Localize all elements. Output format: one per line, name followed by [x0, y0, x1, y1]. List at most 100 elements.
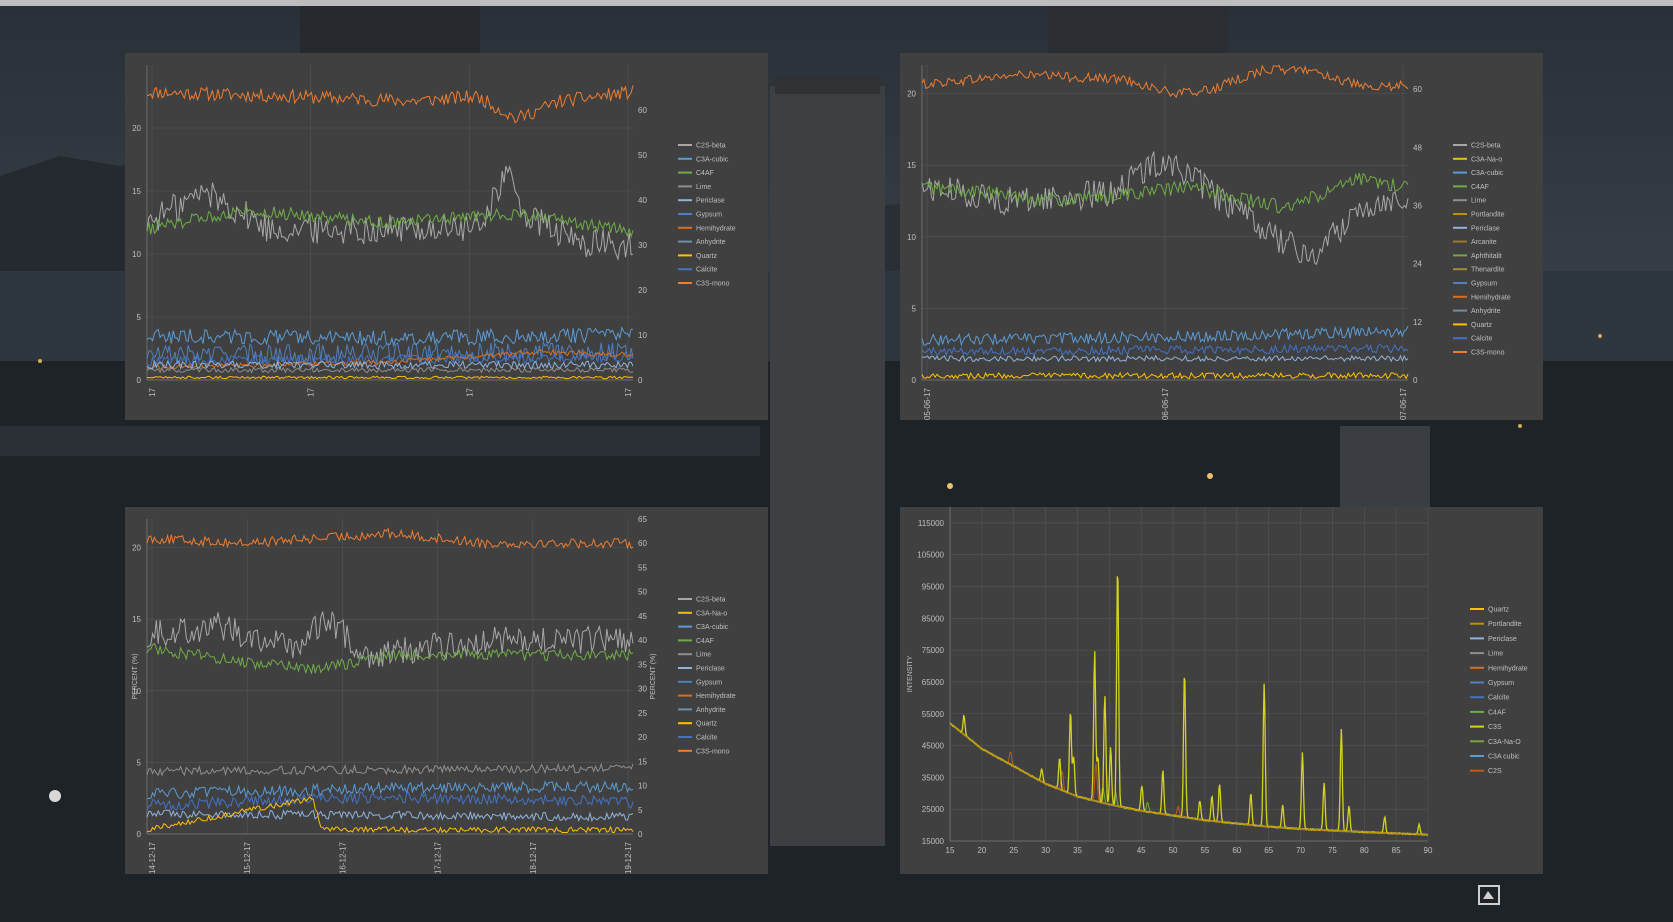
legend-label: Hemihydrate — [1471, 294, 1511, 301]
legend-label: Quartz — [1488, 607, 1510, 614]
series-line-calcite — [146, 790, 634, 811]
x-tick-label: 30 — [1041, 846, 1050, 855]
legend-label: Periclase — [696, 198, 725, 205]
x-tick-label: 80 — [1360, 846, 1369, 855]
series-line-periclase — [146, 809, 634, 823]
x-tick-label: 60 — [1232, 846, 1241, 855]
x-tick-label: 17 — [307, 387, 316, 396]
series-line-periclase — [146, 359, 634, 371]
y-tick-label: 0 — [137, 376, 142, 385]
legend-label: C2S-beta — [696, 597, 726, 604]
y2-tick-label: 35 — [638, 660, 647, 669]
y2-tick-label: 30 — [638, 685, 647, 694]
x-tick-label: 50 — [1169, 846, 1178, 855]
legend-label: Gypsum — [696, 679, 722, 686]
legend-label: Quartz — [1471, 322, 1493, 329]
y2-tick-label: 65 — [638, 515, 647, 524]
phase-trend-chart-3-svg: 0 5 10 15 20 0 5 10 15 20 25 30 35 40 45 50 55 60 65 14-12-… — [132, 515, 736, 874]
y2-tick-label: 0 — [638, 376, 643, 385]
y-tick-label: 95000 — [922, 583, 945, 592]
y-tick-label: 15 — [132, 615, 141, 624]
y2-tick-label: 40 — [638, 196, 647, 205]
legend-label: C3A-Na-o — [1471, 156, 1502, 163]
y-tick-label: 0 — [137, 830, 142, 839]
x-tick-label: 85 — [1392, 846, 1401, 855]
series-line-c3a-cubic — [921, 325, 1409, 347]
legend-label: Calcite — [696, 735, 718, 742]
series-line-c3s-mono — [146, 85, 634, 124]
series-line-periclase — [921, 354, 1409, 363]
legend-label: Gypsum — [1488, 680, 1514, 687]
x-tick-label: 16-12-17 — [338, 841, 347, 874]
y-tick-label: 5 — [137, 758, 142, 767]
y-tick-label: 15 — [132, 187, 141, 196]
series-line-c3s-mono — [921, 64, 1409, 99]
y2-tick-label: 25 — [638, 709, 647, 718]
legend-label: C3A-cubic — [696, 624, 729, 631]
legend-label: Hemihydrate — [696, 693, 736, 700]
y-tick-label: 20 — [132, 544, 141, 553]
legend-label: Gypsum — [1471, 281, 1497, 288]
y-tick-label: 65000 — [922, 678, 945, 687]
y-tick-label: 85000 — [922, 614, 945, 623]
y2-tick-label: 50 — [638, 151, 647, 160]
x-tick-label: 35 — [1073, 846, 1082, 855]
x-tick-label: 45 — [1137, 846, 1146, 855]
legend-label: Portlandite — [1488, 621, 1522, 628]
legend-label: Anhydrite — [1471, 308, 1501, 315]
x-tick-label: 65 — [1264, 846, 1273, 855]
series-line-c2s-beta — [921, 151, 1409, 266]
series-line-c2s-beta — [146, 611, 634, 668]
legend-label: C3A cubic — [1488, 754, 1520, 761]
legend-label: C4AF — [696, 638, 714, 645]
series-line-quartz — [146, 375, 634, 380]
x-tick-label: 90 — [1424, 846, 1433, 855]
x-tick-label: 14-12-17 — [148, 841, 157, 874]
x-tick-label: 40 — [1105, 846, 1114, 855]
y2-tick-label: 36 — [1413, 202, 1422, 211]
x-tick-label: 18-12-17 — [529, 841, 538, 874]
legend-label: Periclase — [696, 666, 725, 673]
y-tick-label: 10 — [907, 233, 916, 242]
chart-grid — [949, 507, 1429, 842]
series-line-c3s — [949, 576, 1429, 836]
corner-logo-icon — [1478, 885, 1500, 905]
y-tick-label: 45000 — [922, 742, 945, 751]
series-line-quartz — [146, 796, 634, 834]
series-line-c3a-cubic — [146, 326, 634, 348]
y-tick-label: 15000 — [922, 837, 945, 846]
legend-label: Aphthitalit — [1471, 253, 1502, 260]
legend-label: Lime — [1488, 651, 1503, 658]
series-line-hemihydrate — [146, 349, 634, 370]
y-axis-label: INTENSITY — [907, 655, 914, 692]
y-tick-label: 35000 — [922, 773, 945, 782]
y2-tick-label: 30 — [638, 241, 647, 250]
y2-axis-label: PERCENT (%) — [650, 653, 657, 699]
x-tick-label: 06-06-17 — [1161, 387, 1170, 420]
x-tick-label: 17 — [465, 387, 474, 396]
legend-label: Periclase — [1471, 225, 1500, 232]
legend-label: C3S-mono — [696, 281, 730, 288]
y-tick-label: 10 — [132, 687, 141, 696]
y-tick-label: 115000 — [918, 519, 945, 528]
legend-label: C3A-cubic — [1471, 170, 1504, 177]
y-tick-label: 5 — [137, 313, 142, 322]
window-top-bar — [0, 0, 1673, 6]
y2-tick-label: 45 — [638, 612, 647, 621]
legend-label: Quartz — [696, 253, 718, 260]
y2-tick-label: 60 — [638, 539, 647, 548]
x-tick-label: 17 — [148, 387, 157, 396]
y2-tick-label: 10 — [638, 331, 647, 340]
y-tick-label: 20 — [132, 124, 141, 133]
legend-label: Calcite — [696, 267, 718, 274]
x-tick-label: 19-12-17 — [624, 841, 633, 874]
y2-tick-label: 20 — [638, 286, 647, 295]
y2-tick-label: 60 — [638, 106, 647, 115]
x-tick-label: 17 — [624, 387, 633, 396]
phase-trend-chart-2: 0 5 10 15 20 0 12 24 36 48 60 05-06-17 06-06-17 07-06… — [900, 53, 1543, 420]
y2-tick-label: 20 — [638, 733, 647, 742]
y2-tick-label: 0 — [1413, 376, 1418, 385]
series-line-c4af — [146, 642, 634, 675]
legend-label: Gypsum — [696, 212, 722, 219]
